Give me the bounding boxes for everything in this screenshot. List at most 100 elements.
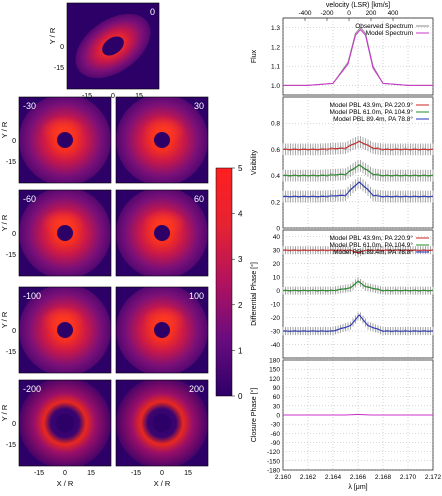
star-occulted bbox=[154, 225, 170, 241]
map-x-tick: 15 bbox=[135, 93, 143, 100]
y-tick-label: -90 bbox=[271, 440, 281, 447]
legend-entry: Model PBL 43.9m, PA 220.9° bbox=[329, 234, 413, 242]
map-x-tick: -15 bbox=[131, 470, 141, 477]
map-frame bbox=[18, 379, 112, 467]
map-panel: -200 bbox=[18, 379, 112, 467]
colorbar-gradient bbox=[215, 167, 233, 397]
legend-entry: Model PBL 61.0m, PA 104.9° bbox=[329, 108, 413, 116]
series-line bbox=[283, 181, 433, 198]
x-tick-label: 2.160 bbox=[275, 474, 292, 481]
panel-velocity-label: -100 bbox=[23, 291, 41, 301]
colorbar-tick-label: 2 bbox=[238, 301, 243, 310]
star-occulted bbox=[57, 322, 73, 338]
map-y-tick: -15 bbox=[6, 252, 16, 259]
top-tick-label: -400 bbox=[298, 10, 311, 17]
top-tick-label: -200 bbox=[320, 10, 333, 17]
colorbar-tick-label: 3 bbox=[238, 255, 243, 264]
map-y-tick: 0 bbox=[12, 138, 16, 145]
bright-lobe bbox=[142, 209, 187, 237]
map-y-tick: -15 bbox=[6, 349, 16, 356]
y-tick-label: -10 bbox=[271, 302, 281, 309]
bright-lobe bbox=[142, 116, 187, 144]
star-occulted bbox=[102, 36, 124, 56]
map-y-tick: -15 bbox=[6, 159, 16, 166]
x-tick-label: 2.172 bbox=[425, 474, 442, 481]
map-y-tick: -15 bbox=[54, 65, 64, 72]
chart-panels: 1.3 1.2 1.1 1.0 Flux velocity (LSR) [km/s] -40… bbox=[250, 2, 442, 491]
map-panel: -60 bbox=[18, 189, 112, 277]
y-tick-label: -30 bbox=[271, 329, 281, 336]
panel-velocity-label: 60 bbox=[194, 194, 204, 204]
legend-entry: Model Spectrum bbox=[366, 30, 413, 37]
y-tick-label: -120 bbox=[267, 449, 280, 456]
colorbar-tick-label: 4 bbox=[238, 210, 243, 219]
top-axis-label: velocity (LSR) [km/s] bbox=[326, 2, 390, 9]
y-axis-label: Visibility bbox=[251, 149, 258, 175]
y-tick-label: 180 bbox=[269, 358, 280, 365]
map-frame bbox=[115, 96, 209, 184]
colorbar-tick-label: 5 bbox=[238, 164, 243, 173]
map-y-tick: -15 bbox=[6, 442, 16, 449]
bright-lobe bbox=[40, 116, 85, 144]
map-y-axis-label: Y / R bbox=[48, 27, 57, 44]
star-occulted bbox=[153, 414, 171, 432]
series-line bbox=[283, 413, 433, 416]
y-tick-label: 1.3 bbox=[271, 25, 280, 32]
map-panel: 60 bbox=[115, 189, 209, 277]
y-tick-label: -20 bbox=[271, 315, 281, 322]
y-tick-label: 0.6 bbox=[271, 147, 280, 154]
top-tick-label: 200 bbox=[366, 10, 377, 17]
x-tick-label: 2.166 bbox=[350, 474, 367, 481]
series-line bbox=[283, 314, 433, 332]
y-tick-label: -150 bbox=[267, 458, 280, 465]
map-frame bbox=[115, 379, 209, 467]
panel-velocity-label: -200 bbox=[23, 384, 41, 394]
map-y-axis-label: Y / R bbox=[0, 311, 9, 328]
colorbar: 5 4 3 2 1 0 bbox=[215, 164, 243, 401]
map-panel: 200 bbox=[115, 379, 209, 467]
x-tick-label: 2.168 bbox=[375, 474, 392, 481]
y-tick-label: 1.2 bbox=[271, 44, 280, 51]
map-y-tick: 0 bbox=[12, 328, 16, 335]
bright-lobe bbox=[40, 306, 85, 334]
star-occulted bbox=[154, 132, 170, 148]
y-tick-label: 40 bbox=[273, 234, 281, 241]
y-tick-label: -30 bbox=[271, 422, 281, 429]
y-tick-label: 90 bbox=[273, 385, 281, 392]
map-x-tick: 0 bbox=[160, 470, 164, 477]
series-line bbox=[283, 249, 433, 254]
y-tick-label: 150 bbox=[269, 367, 280, 374]
star-occulted bbox=[154, 322, 170, 338]
legend-entry: Model PBL 89.4m, PA 78.8° bbox=[333, 248, 413, 256]
map-x-tick: 15 bbox=[184, 470, 192, 477]
map-y-axis-label: Y / R bbox=[0, 404, 9, 421]
y-tick-label: 0.8 bbox=[271, 121, 280, 128]
map-frame bbox=[18, 189, 112, 277]
map-panel: -30 bbox=[18, 96, 112, 184]
map-frame bbox=[18, 286, 112, 374]
y-axis-label: Differential Phase [°] bbox=[250, 262, 258, 326]
y-tick-label: -40 bbox=[271, 342, 281, 349]
map-y-axis-label: Y / R bbox=[0, 121, 9, 138]
map-frame bbox=[115, 286, 209, 374]
map-x-tick: -15 bbox=[82, 93, 92, 100]
top-tick-label: 400 bbox=[388, 10, 399, 17]
y-tick-label: -180 bbox=[267, 468, 280, 475]
y-tick-label: 0 bbox=[276, 226, 280, 233]
x-axis-label: λ [μm] bbox=[348, 484, 367, 491]
legend-entry: Model PBL 43.9m, PA 220.9° bbox=[329, 101, 413, 109]
y-tick-label: 10 bbox=[273, 275, 281, 282]
panel-velocity-label: 200 bbox=[189, 384, 204, 394]
y-tick-label: -60 bbox=[271, 431, 281, 438]
bright-lobe bbox=[40, 209, 85, 237]
star-occulted bbox=[57, 225, 73, 241]
panel-velocity-label: 100 bbox=[189, 291, 204, 301]
map-panel: 100 bbox=[115, 286, 209, 374]
panel-velocity-label: 0 bbox=[150, 7, 155, 17]
x-tick-label: 2.162 bbox=[300, 474, 317, 481]
y-axis-label: Closure Phase [°] bbox=[250, 388, 258, 443]
series-line bbox=[283, 140, 433, 150]
legend-entry: Model PBL 61.0m, PA 104.9° bbox=[329, 241, 413, 249]
panel-velocity-label: -60 bbox=[23, 194, 36, 204]
